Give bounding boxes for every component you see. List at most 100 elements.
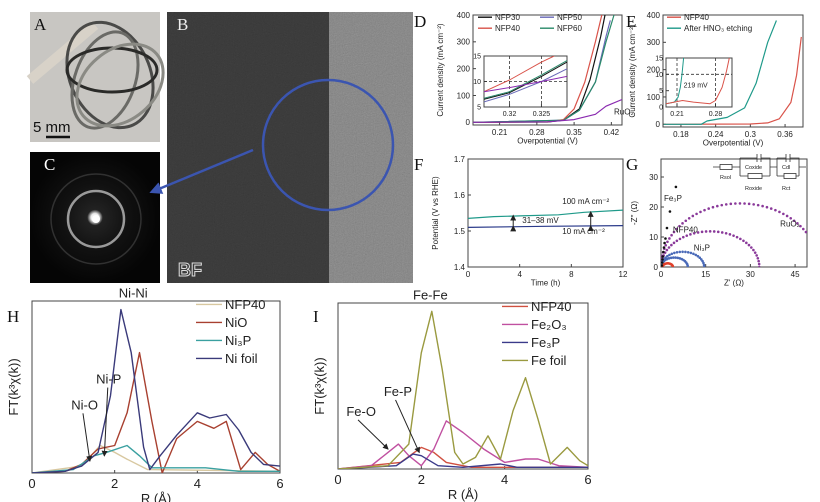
series-line xyxy=(32,308,280,473)
data-point xyxy=(674,256,677,259)
data-point xyxy=(753,251,757,254)
circuit-wires xyxy=(713,154,806,177)
panel-g-x-axis-label: Z' (Ω) xyxy=(724,278,744,287)
data-point xyxy=(692,231,696,235)
data-point xyxy=(673,251,676,255)
photo-b-tem: B BF xyxy=(149,12,413,283)
data-point xyxy=(782,212,785,216)
panel-i-annotation-arrow xyxy=(357,419,389,450)
series-line xyxy=(473,15,615,123)
panel-d-inset-series-NFP50 xyxy=(484,68,567,103)
panel-d-legend-label: NFP30 xyxy=(495,13,520,22)
panel-d-inset-series-RuO₂ xyxy=(484,75,567,93)
panel-d-inset-x-tick-label: 0.32 xyxy=(503,111,517,118)
data-point xyxy=(662,250,665,254)
data-point xyxy=(757,262,761,266)
circuit-label: Rct xyxy=(782,186,791,192)
panel-letter-b: B xyxy=(177,15,188,34)
panel-d-y-tick-label: 100 xyxy=(457,91,471,100)
panel-letter-c: C xyxy=(44,155,55,174)
data-point xyxy=(720,231,724,234)
data-point xyxy=(707,207,710,210)
data-point xyxy=(687,216,691,220)
data-point xyxy=(814,247,817,250)
data-point xyxy=(813,244,816,247)
panel-f-letter: F xyxy=(414,155,423,174)
panel-i-annotation: Fe-Fe xyxy=(413,288,448,303)
series-line xyxy=(338,446,588,469)
data-point xyxy=(689,251,693,255)
panel-e-y-tick-label: 200 xyxy=(647,65,661,74)
data-point xyxy=(702,265,706,267)
photo-a: A 5 mm xyxy=(26,12,165,142)
panel-h-x-tick-label: 4 xyxy=(194,476,201,491)
data-point xyxy=(676,256,679,260)
data-point xyxy=(681,222,684,225)
data-point xyxy=(708,230,712,233)
data-point xyxy=(785,214,789,218)
panel-g-annotation: Fe₃P xyxy=(664,194,682,203)
panel-d-y-tick-label: 0 xyxy=(466,118,471,127)
circuit-label: Cdl xyxy=(782,165,790,171)
panel-d-x-tick-label: 0.35 xyxy=(566,128,582,137)
panel-e-inset-y-tick-label: 5 xyxy=(659,88,663,95)
panel-i-x-tick-label: 2 xyxy=(418,472,425,487)
panel-f-y-axis-label: Potential (V vs RHE) xyxy=(431,176,440,250)
panel-d-inset-y-tick-label: 10 xyxy=(473,79,481,86)
series-line xyxy=(338,310,588,469)
series-line xyxy=(666,58,730,105)
data-point xyxy=(757,259,760,263)
panel-i-x-axis-label: R (Å) xyxy=(448,487,478,502)
panel-d-y-tick-label: 200 xyxy=(457,64,471,73)
panel-g-y-tick-label: 10 xyxy=(649,233,658,242)
data-point xyxy=(720,203,724,207)
data-point xyxy=(685,234,689,237)
data-point xyxy=(665,257,669,261)
panel-h-legend-label: NFP40 xyxy=(225,297,265,312)
panel-f-x-tick-label: 12 xyxy=(619,270,628,279)
panel-e-series-After-HNO₃-etching xyxy=(663,20,777,125)
data-point xyxy=(666,254,669,258)
panel-d-letter: D xyxy=(414,12,426,31)
data-point xyxy=(750,246,753,249)
data-point xyxy=(747,243,751,247)
data-point xyxy=(778,210,781,214)
central-spot xyxy=(92,215,100,223)
data-point xyxy=(665,226,669,230)
data-point xyxy=(667,257,671,260)
data-point xyxy=(732,234,735,237)
data-point xyxy=(686,265,690,267)
panel-e-inset-y-tick-label: 0 xyxy=(659,104,663,111)
data-point xyxy=(729,202,733,206)
panel-g-series-Fe₃P xyxy=(661,185,678,267)
data-point xyxy=(789,216,793,220)
scale-bar-label: 5 mm xyxy=(33,119,71,136)
panel-h-frame xyxy=(31,300,281,474)
panel-d-x-tick-label: 0.42 xyxy=(604,128,620,137)
panel-d-annotation: RuO₂ xyxy=(614,107,634,116)
bright-field-label: BF xyxy=(178,260,202,280)
data-point xyxy=(668,253,671,257)
series-line xyxy=(484,75,567,93)
panel-g-letter: G xyxy=(626,155,638,174)
panel-h-annotation-arrow xyxy=(101,387,109,457)
data-point xyxy=(704,230,708,233)
series-line xyxy=(484,60,567,99)
panel-i-series-Fe₂O₃ xyxy=(338,420,588,469)
panel-g-x-tick-label: 15 xyxy=(701,270,710,279)
panel-i-legend-label: Fe₂O₃ xyxy=(531,317,567,332)
panel-h-letter: H xyxy=(7,307,19,326)
data-point xyxy=(711,205,715,209)
data-point xyxy=(675,250,679,254)
data-point xyxy=(684,219,688,223)
panel-f-frame xyxy=(467,158,624,268)
data-point xyxy=(712,230,716,233)
series-line xyxy=(338,420,588,469)
data-point xyxy=(735,235,739,239)
photo-c-diffraction: C xyxy=(30,152,160,283)
data-point xyxy=(672,256,675,259)
panel-d-series-RuO₂ xyxy=(473,98,622,123)
panel-e-x-tick-label: 0.3 xyxy=(745,130,757,139)
data-point xyxy=(668,210,672,213)
